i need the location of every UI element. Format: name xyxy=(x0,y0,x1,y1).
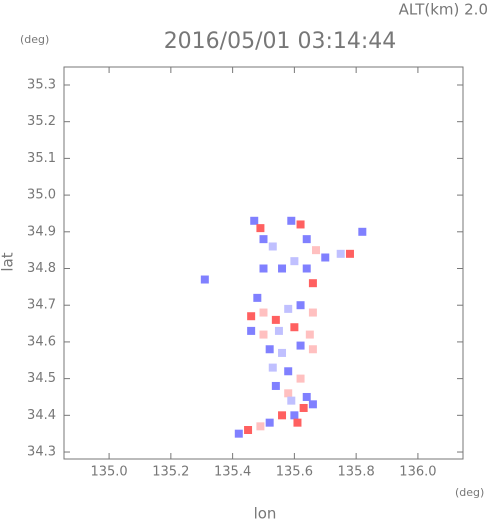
echo-cell xyxy=(296,220,305,229)
echo-cell xyxy=(302,264,311,273)
chart-title: 2016/05/01 03:14:44 xyxy=(164,29,397,54)
echo-cell xyxy=(284,367,293,376)
y-tick-label: 34.3 xyxy=(27,445,56,460)
echo-cell xyxy=(290,411,299,420)
plot-frame xyxy=(63,66,464,460)
echo-cell xyxy=(234,429,243,438)
echo-cell xyxy=(256,422,265,431)
echo-cell xyxy=(287,216,296,225)
echo-cell xyxy=(293,418,302,427)
echo-cell xyxy=(259,330,268,339)
y-tick-label: 35.3 xyxy=(27,77,56,92)
y-tick-label: 34.7 xyxy=(27,298,56,313)
echo-cell xyxy=(284,389,293,398)
echo-cell xyxy=(308,308,317,317)
echo-cell xyxy=(271,381,280,390)
echo-cell xyxy=(253,293,262,302)
x-tick-label: 135.8 xyxy=(338,465,375,480)
echo-cell xyxy=(296,374,305,383)
echo-cell xyxy=(247,312,256,321)
echo-cell xyxy=(345,249,354,258)
x-tick-label: 135.6 xyxy=(276,465,313,480)
echo-cell xyxy=(296,341,305,350)
echo-cell xyxy=(268,242,277,251)
echo-cell xyxy=(302,392,311,401)
echo-cell xyxy=(308,345,317,354)
echo-cell xyxy=(278,411,287,420)
echo-cell xyxy=(312,246,320,255)
x-tick-label: 135.4 xyxy=(214,465,251,480)
echo-cell xyxy=(299,403,308,412)
echo-cell xyxy=(336,249,345,258)
y-tick-label: 34.4 xyxy=(27,408,56,423)
echo-cell xyxy=(268,363,277,372)
echo-cell xyxy=(321,253,330,262)
chart-subtitle: ALT(km) 2.0 xyxy=(399,1,488,19)
x-tick-label: 136.0 xyxy=(399,465,436,480)
echo-cell xyxy=(265,345,274,354)
y-tick-label: 35.2 xyxy=(27,114,56,129)
y-tick-label: 35.0 xyxy=(27,188,56,203)
echo-cell xyxy=(284,304,293,313)
echo-cell xyxy=(271,315,280,324)
y-tick-label: 35.1 xyxy=(27,151,56,166)
echo-cell xyxy=(308,400,317,409)
echo-cell xyxy=(278,264,287,273)
echo-cell xyxy=(259,235,268,244)
echo-cell xyxy=(296,301,305,310)
echo-cell xyxy=(358,227,367,236)
x-axis-label: lon xyxy=(254,505,277,522)
echo-cell xyxy=(259,264,268,273)
echo-cell xyxy=(302,235,311,244)
y-tick-label: 34.9 xyxy=(27,224,56,239)
echo-cell xyxy=(290,257,299,266)
y-tick-label: 34.5 xyxy=(27,371,56,386)
y-tick-label: 34.8 xyxy=(27,261,56,276)
x-unit: (deg) xyxy=(455,486,484,499)
echo-cell xyxy=(259,308,268,317)
echo-cell xyxy=(278,348,287,357)
echo-cell xyxy=(244,426,253,435)
y-unit: (deg) xyxy=(20,33,49,46)
echo-cell xyxy=(256,224,265,233)
echo-cell xyxy=(265,418,274,427)
echo-cell xyxy=(250,216,259,225)
y-tick-label: 34.6 xyxy=(27,334,56,349)
echo-cell xyxy=(287,396,296,405)
x-tick-label: 135.0 xyxy=(90,465,127,480)
echo-cell xyxy=(290,323,299,332)
x-tick-label: 135.2 xyxy=(152,465,189,480)
echo-cell xyxy=(308,279,317,288)
echo-cell xyxy=(247,326,256,335)
echo-cell xyxy=(200,275,209,284)
echo-cell xyxy=(274,326,283,335)
y-axis-label: lat xyxy=(0,252,17,271)
echo-cell xyxy=(305,330,314,339)
